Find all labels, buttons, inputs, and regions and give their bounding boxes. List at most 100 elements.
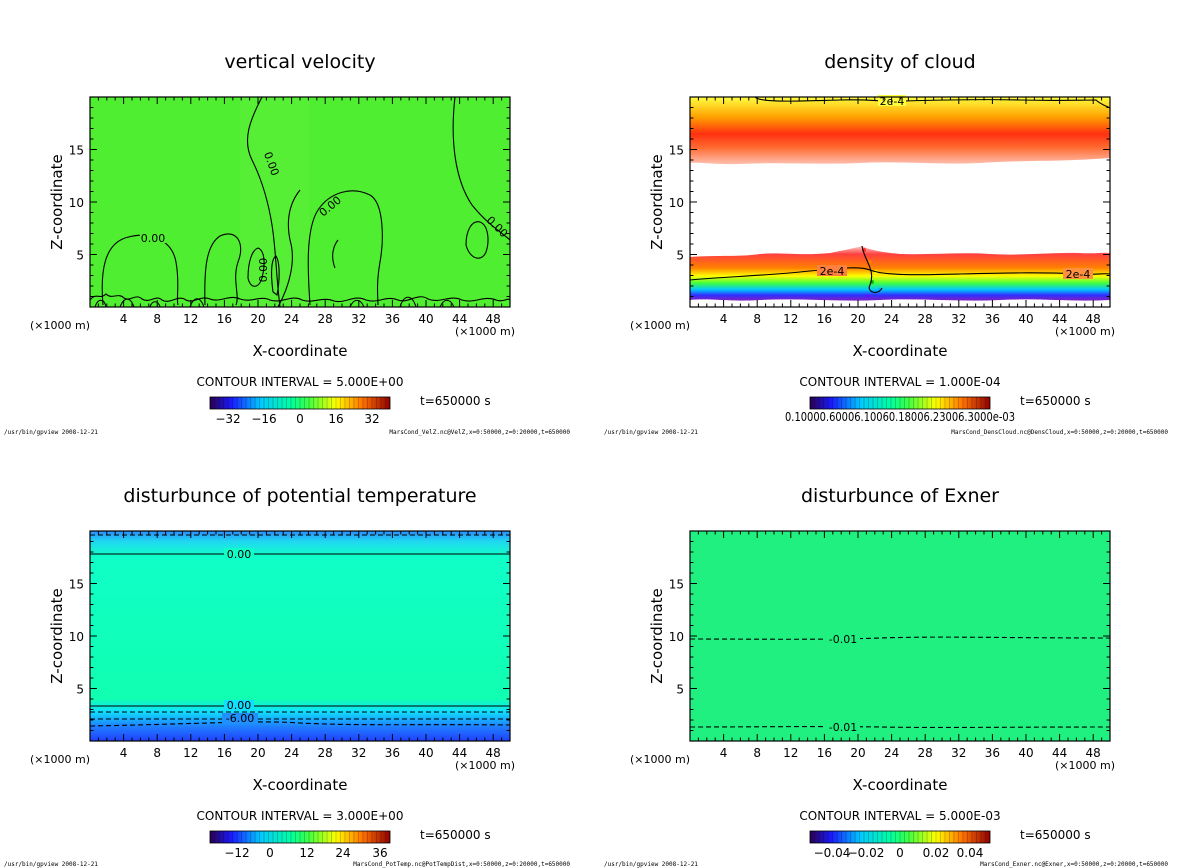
x-unit-right: (×1000 m)	[455, 325, 515, 338]
cloud-layer-lower	[690, 246, 1110, 301]
contour-lines	[689, 636, 1111, 728]
x-unit-right: (×1000 m)	[1055, 759, 1115, 772]
x-tick-label: 20	[250, 746, 265, 760]
colorbar-tick: 0	[896, 846, 904, 860]
x-tick-label: 24	[284, 312, 299, 326]
y-tick-label: 10	[669, 196, 684, 210]
contour-label: 2e-4	[820, 265, 845, 278]
contour-label: 2e-4	[1066, 268, 1091, 281]
x-tick-label: 12	[783, 746, 798, 760]
time-label: t=650000 s	[420, 394, 491, 408]
x-tick-label: 12	[183, 746, 198, 760]
x-tick-label: 28	[918, 312, 933, 326]
contour-label: -0.01	[829, 633, 857, 646]
panel-density-of-cloud: density of cloud 2e-4 2e-4 2e-4 48121620…	[604, 51, 1168, 436]
y-axis: 5 10 15	[669, 107, 1110, 297]
x-tick-label: 28	[318, 746, 333, 760]
y-axis-label: Z-coordinate	[48, 588, 66, 683]
colorbar-tick: 12	[299, 846, 314, 860]
x-tick-label: 32	[951, 746, 966, 760]
x-tick-label: 8	[753, 312, 761, 326]
panel-vertical-velocity: vertical velocity 0.00 0.00 0.00 0.00 0.…	[4, 51, 570, 436]
footer-left: /usr/bin/gpview 2008-12-21	[4, 429, 98, 436]
x-unit-left: (×1000 m)	[30, 753, 90, 766]
y-tick-label: 15	[69, 144, 84, 158]
x-axis-label: X-coordinate	[253, 342, 348, 360]
colorbar-tick: 0.02	[923, 846, 950, 860]
chart-title: disturbunce of Exner	[801, 485, 999, 507]
x-tick-label: 8	[753, 746, 761, 760]
x-tick-label: 20	[850, 746, 865, 760]
x-tick-label: 12	[783, 312, 798, 326]
x-unit-right: (×1000 m)	[455, 759, 515, 772]
colorbar-tick: −0.02	[848, 846, 885, 860]
y-axis-label: Z-coordinate	[48, 154, 66, 249]
x-tick-label: 20	[250, 312, 265, 326]
contour-label: 0.00	[257, 258, 270, 283]
panel-potential-temperature: disturbunce of potential temperature 0.0…	[4, 485, 570, 868]
contour-interval: CONTOUR INTERVAL = 5.000E-03	[799, 809, 1000, 823]
contour-label: -6.00	[226, 712, 254, 725]
heatmap-field	[90, 531, 510, 741]
contour-label: 0.00	[141, 232, 166, 245]
x-tick-label: 36	[385, 312, 400, 326]
chart-title: disturbunce of potential temperature	[123, 485, 476, 507]
y-tick-label: 10	[69, 630, 84, 644]
x-tick-label: 36	[985, 746, 1000, 760]
x-tick-label: 32	[951, 312, 966, 326]
contour-line	[861, 245, 883, 293]
colorbar-tick: −0.04	[814, 846, 851, 860]
y-axis-label: Z-coordinate	[648, 154, 666, 249]
x-tick-label: 32	[351, 746, 366, 760]
x-tick-label: 48	[1086, 746, 1101, 760]
x-tick-label: 32	[351, 312, 366, 326]
x-tick-label: 4	[120, 312, 128, 326]
footer-right: MarsCond_DensCloud.nc@DensCloud,x=0:5000…	[951, 429, 1168, 436]
contour-line	[89, 293, 511, 303]
footer-left: /usr/bin/gpview 2008-12-21	[604, 429, 698, 436]
x-tick-label: 8	[153, 746, 161, 760]
x-tick-label: 36	[985, 312, 1000, 326]
field-highlight	[240, 97, 310, 307]
time-label: t=650000 s	[1020, 828, 1091, 842]
x-axis: 4 8 12 16 20 24 28 32 36 40 44 48	[697, 97, 1103, 326]
x-tick-label: 48	[486, 312, 501, 326]
colorbar-tick: 0	[296, 412, 304, 426]
contour-label: 0.00	[227, 548, 252, 561]
contour-label: -0.01	[829, 721, 857, 734]
y-tick-label: 10	[69, 196, 84, 210]
x-tick-label: 4	[720, 746, 728, 760]
contour-label: 0.00	[227, 699, 252, 712]
x-tick-label: 28	[918, 746, 933, 760]
x-tick-label: 40	[418, 312, 433, 326]
x-tick-label: 44	[452, 746, 467, 760]
y-axis-label: Z-coordinate	[648, 588, 666, 683]
colorbar-tick: −32	[215, 412, 240, 426]
chart-title: vertical velocity	[224, 51, 375, 73]
x-unit-left: (×1000 m)	[630, 753, 690, 766]
x-tick-label: 36	[385, 746, 400, 760]
x-tick-label: 48	[1086, 312, 1101, 326]
contour-labels: -0.01 -0.01	[826, 633, 860, 734]
contour-line	[307, 190, 383, 306]
contour-interval: CONTOUR INTERVAL = 3.000E+00	[197, 809, 404, 823]
colorbar-ticks: 0.10000.60006.10060.18006.23006.3000e-03	[785, 410, 1015, 424]
time-label: t=650000 s	[420, 828, 491, 842]
x-tick-label: 48	[486, 746, 501, 760]
y-tick-label: 5	[676, 683, 684, 697]
x-tick-label: 4	[720, 312, 728, 326]
y-tick-label: 5	[76, 683, 84, 697]
x-unit-left: (×1000 m)	[630, 319, 690, 332]
footer-right: MarsCond_PotTemp.nc@PotTempDist,x=0:5000…	[353, 861, 570, 868]
contour-line	[204, 233, 242, 306]
x-tick-label: 40	[1018, 746, 1033, 760]
contour-line	[689, 636, 1111, 640]
cloud-layer-upper	[690, 97, 1110, 165]
contour-line	[247, 247, 265, 287]
y-tick-label: 5	[676, 249, 684, 263]
colorbar-tick: 16	[328, 412, 343, 426]
x-unit-right: (×1000 m)	[1055, 325, 1115, 338]
x-tick-label: 44	[1052, 312, 1067, 326]
x-tick-label: 40	[418, 746, 433, 760]
